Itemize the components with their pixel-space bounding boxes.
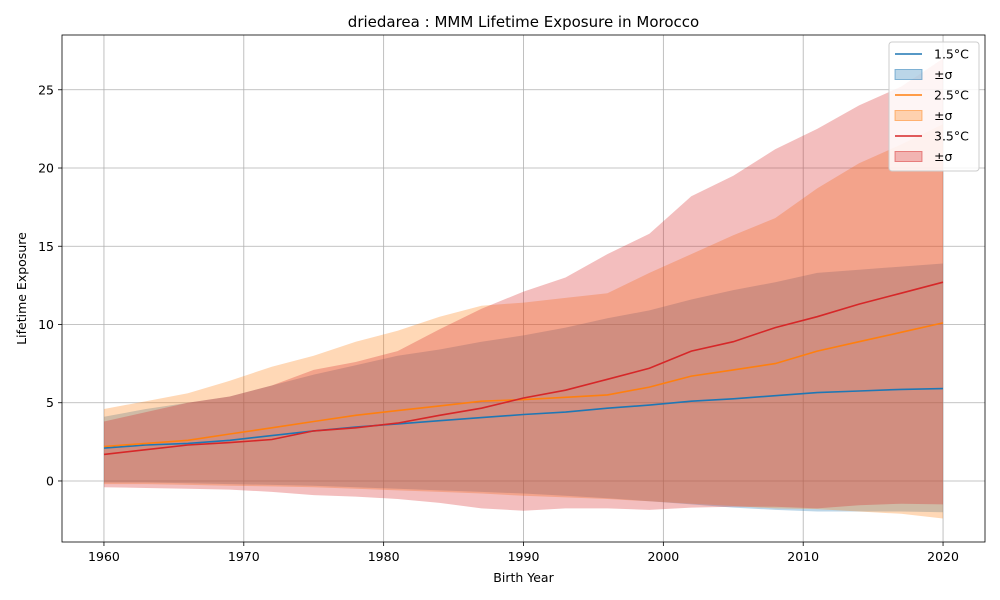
y-tick-label: 15: [38, 239, 54, 254]
x-axis-title: Birth Year: [493, 570, 554, 585]
y-tick-label: 10: [38, 317, 54, 332]
y-tick-label: 25: [38, 82, 54, 97]
x-tick-label: 2000: [647, 549, 679, 564]
legend-label-band: ±σ: [934, 108, 952, 123]
sigma-band-2: [104, 124, 943, 519]
y-tick-label: 5: [46, 395, 54, 410]
x-tick-label: 1960: [88, 549, 120, 564]
mean-line-3: [103, 281, 944, 456]
legend: 1.5°C ±σ 2.5°C ±σ 3.5°C ±σ: [888, 41, 980, 172]
mean-line-2: [103, 322, 944, 448]
grid-lines: [62, 35, 985, 542]
y-axis-title: Lifetime Exposure: [14, 232, 29, 345]
sigma-band-1: [104, 263, 943, 513]
legend-label-series: 1.5°C: [934, 47, 969, 62]
legend-label-band: ±σ: [934, 67, 952, 82]
x-tick-label: 1970: [228, 549, 260, 564]
mean-line-1: [103, 387, 944, 449]
x-tick-label: 1980: [368, 549, 400, 564]
y-tick-label: 0: [46, 473, 54, 488]
sigma-band-3: [104, 58, 943, 511]
x-tick-label: 1990: [508, 549, 540, 564]
legend-band-swatch: [894, 151, 923, 162]
axis-ticks: 1960 1970 1980 1990 2000 2010 2020 0 5 10 15 20 25: [38, 82, 959, 564]
legend-band-swatch: [894, 110, 923, 121]
legend-label-band: ±σ: [934, 149, 952, 164]
chart-title: driedarea : MMM Lifetime Exposure in Mor…: [348, 13, 699, 31]
legend-frame: [888, 41, 980, 172]
y-tick-label: 20: [38, 161, 54, 176]
x-tick-label: 2020: [927, 549, 959, 564]
x-tick-label: 2010: [787, 549, 819, 564]
mean-lines: [103, 281, 944, 456]
legend-label-series: 3.5°C: [934, 129, 969, 144]
legend-band-swatch: [894, 69, 923, 80]
sigma-bands: [104, 58, 943, 519]
legend-label-series: 2.5°C: [934, 88, 969, 103]
